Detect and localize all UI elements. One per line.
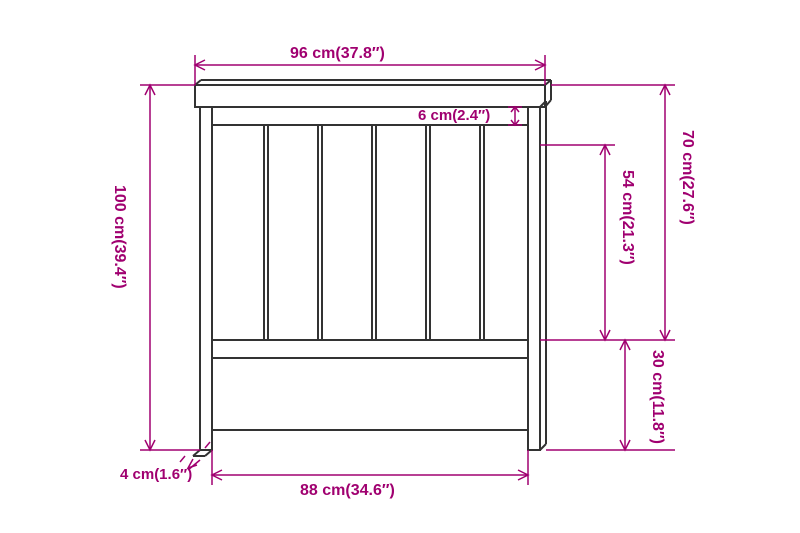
headboard-drawing: [193, 80, 551, 456]
label-height-left: 100 cm(39.4″): [110, 185, 128, 289]
label-height-r3: 30 cm(11.8″): [648, 350, 666, 444]
label-height-r2: 54 cm(21.3″): [618, 170, 636, 265]
diagram-canvas: 96 cm(37.8″) 6 cm(2.4″) 100 cm(39.4″) 70…: [0, 0, 800, 533]
dim-right-70: [551, 85, 675, 340]
dim-left-100: [140, 85, 200, 450]
label-rail-h: 6 cm(2.4″): [418, 107, 490, 124]
label-depth: 4 cm(1.6″): [120, 466, 192, 483]
dimensions: [140, 55, 675, 485]
dim-right-54: [540, 145, 675, 340]
dim-rail-6: [508, 107, 522, 125]
label-height-r1: 70 cm(27.6″): [678, 130, 696, 225]
label-bottom-w: 88 cm(34.6″): [300, 482, 395, 500]
dim-bottom-88: [212, 450, 528, 485]
label-top-width: 96 cm(37.8″): [290, 45, 385, 62]
